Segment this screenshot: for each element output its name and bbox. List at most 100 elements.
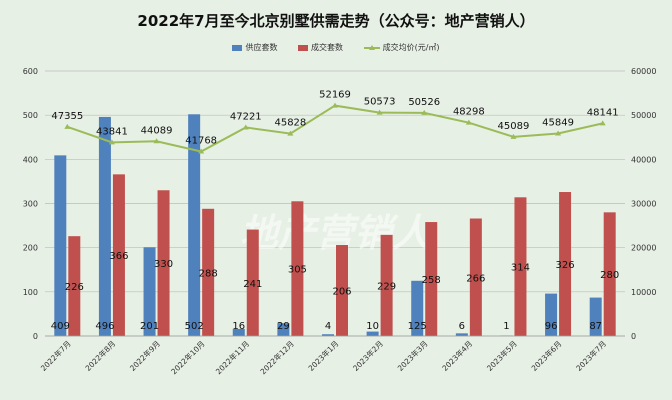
point-avg-price bbox=[287, 130, 294, 136]
bar-supply bbox=[545, 293, 558, 336]
legend-label-price: 成交均价(元/㎡) bbox=[382, 43, 440, 52]
x-tick-label: 2023年1月 bbox=[306, 338, 341, 373]
bar-deals bbox=[603, 212, 616, 336]
bar-supply bbox=[188, 114, 201, 337]
data-label-supply: 96 bbox=[545, 321, 558, 332]
data-label-supply: 125 bbox=[408, 321, 427, 332]
bar-deals bbox=[202, 208, 215, 336]
data-label-price: 52169 bbox=[319, 90, 351, 101]
x-tick-label: 2022年8月 bbox=[83, 338, 118, 373]
data-label-deals: 326 bbox=[556, 260, 575, 271]
legend-swatch-price bbox=[363, 44, 380, 51]
data-label-deals: 266 bbox=[466, 273, 485, 284]
data-label-price: 43841 bbox=[96, 126, 128, 137]
data-label-supply: 6 bbox=[459, 321, 465, 332]
x-tick-label: 2023年6月 bbox=[529, 338, 564, 373]
bar-supply bbox=[277, 323, 290, 336]
y-left-tick-label: 400 bbox=[23, 155, 38, 164]
x-tick-label: 2023年7月 bbox=[574, 338, 609, 373]
bar-deals bbox=[112, 174, 125, 336]
bar-deals bbox=[291, 201, 304, 336]
data-label-deals: 241 bbox=[243, 279, 262, 290]
data-label-price: 41768 bbox=[185, 136, 217, 147]
data-label-deals: 305 bbox=[288, 265, 307, 276]
x-tick-label: 2023年5月 bbox=[484, 338, 519, 373]
y-right-tick-label: 10000 bbox=[631, 288, 656, 297]
bar-deals bbox=[559, 192, 572, 336]
data-label-supply: 496 bbox=[95, 321, 114, 332]
point-avg-price bbox=[332, 102, 338, 108]
point-avg-price bbox=[242, 124, 249, 130]
bar-supply bbox=[322, 334, 334, 336]
y-left-tick-label: 500 bbox=[23, 111, 38, 120]
data-label-supply: 502 bbox=[185, 321, 204, 332]
data-label-supply: 10 bbox=[366, 321, 379, 332]
bar-supply bbox=[232, 328, 245, 336]
legend-label-supply: 供应套数 bbox=[245, 43, 278, 52]
point-avg-price bbox=[510, 133, 517, 139]
y-right-tick-label: 40000 bbox=[631, 155, 656, 164]
x-tick-label: 2022年9月 bbox=[127, 338, 162, 373]
data-label-deals: 330 bbox=[154, 259, 173, 270]
legend-item-price: 成交均价(元/㎡) bbox=[363, 42, 440, 53]
legend-swatch-deals bbox=[298, 44, 309, 51]
point-avg-price bbox=[198, 148, 205, 154]
data-label-price: 44089 bbox=[141, 125, 173, 136]
legend: 供应套数 成交套数 成交均价(元/㎡) bbox=[0, 42, 672, 53]
bar-deals bbox=[425, 222, 438, 336]
data-label-supply: 16 bbox=[232, 321, 245, 332]
data-label-price: 45849 bbox=[542, 118, 574, 129]
data-label-price: 48141 bbox=[587, 107, 619, 118]
watermark: 地产营销人 bbox=[240, 211, 430, 255]
point-avg-price bbox=[376, 109, 383, 115]
data-label-price: 48298 bbox=[453, 107, 485, 118]
bar-deals bbox=[68, 236, 81, 336]
bar-deals bbox=[380, 234, 393, 336]
x-tick-label: 2023年4月 bbox=[440, 338, 475, 373]
point-avg-price bbox=[153, 138, 160, 144]
data-label-supply: 4 bbox=[325, 321, 331, 332]
bar-supply bbox=[143, 247, 156, 336]
legend-swatch-supply bbox=[232, 44, 243, 51]
bar-deals bbox=[336, 245, 348, 336]
data-label-price: 50526 bbox=[408, 97, 440, 108]
y-right-tick-label: 0 bbox=[631, 332, 636, 341]
bar-supply bbox=[411, 280, 424, 336]
legend-item-deals: 成交套数 bbox=[298, 42, 343, 53]
y-right-tick-label: 30000 bbox=[631, 200, 656, 209]
point-avg-price bbox=[465, 119, 472, 125]
bar-supply bbox=[98, 116, 111, 336]
data-label-deals: 229 bbox=[377, 281, 396, 292]
data-label-price: 45828 bbox=[274, 118, 306, 129]
data-label-price: 47355 bbox=[51, 111, 83, 122]
x-tick-label: 2022年10月 bbox=[169, 338, 207, 376]
bar-deals bbox=[469, 218, 482, 336]
data-label-supply: 409 bbox=[51, 321, 70, 332]
y-left-tick-label: 200 bbox=[23, 244, 38, 253]
data-label-deals: 226 bbox=[65, 282, 84, 293]
bar-supply bbox=[54, 155, 67, 336]
bar-supply bbox=[589, 297, 602, 336]
data-label-supply: 87 bbox=[589, 321, 602, 332]
y-right-tick-label: 60000 bbox=[631, 67, 656, 76]
x-tick-label: 2022年7月 bbox=[38, 338, 73, 373]
x-tick-label: 2022年12月 bbox=[258, 338, 296, 376]
bar-deals bbox=[157, 190, 170, 336]
y-left-tick-label: 100 bbox=[23, 288, 38, 297]
x-tick-label: 2023年3月 bbox=[395, 338, 430, 373]
point-avg-price bbox=[421, 109, 428, 115]
x-tick-label: 2022年11月 bbox=[213, 338, 251, 376]
bar-deals bbox=[246, 229, 259, 336]
data-label-deals: 288 bbox=[199, 268, 218, 279]
x-tick-label: 2023年2月 bbox=[350, 338, 385, 373]
y-left-tick-label: 600 bbox=[23, 67, 38, 76]
point-avg-price bbox=[555, 130, 562, 136]
y-left-tick-label: 300 bbox=[23, 200, 38, 209]
data-label-deals: 314 bbox=[511, 263, 530, 274]
y-right-tick-label: 50000 bbox=[631, 111, 656, 120]
chart-title: 2022年7月至今北京别墅供需走势（公众号：地产营销人） bbox=[137, 12, 535, 30]
data-label-deals: 366 bbox=[109, 251, 128, 262]
data-label-supply: 201 bbox=[140, 321, 159, 332]
